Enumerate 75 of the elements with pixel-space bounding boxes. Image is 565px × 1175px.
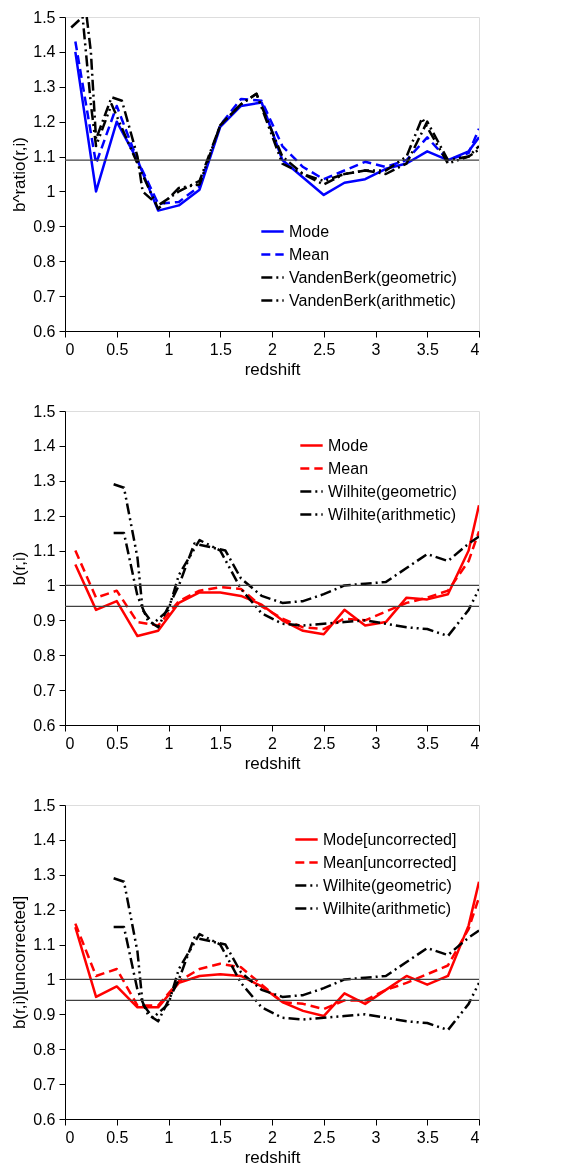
y-tick-label: 1.5 (33, 8, 56, 26)
y-tick-label: 1.3 (33, 78, 56, 96)
x-tick-label: 1.5 (209, 734, 232, 752)
x-tick-label: 3.5 (416, 340, 439, 358)
x-tick-label: 3 (371, 734, 381, 752)
y-tick-label: 1.5 (33, 402, 56, 420)
y-tick-label: 0.7 (33, 1075, 56, 1093)
x-tick-label: 1.5 (209, 340, 232, 358)
legend-label: Wilhite(geometric) (323, 876, 452, 894)
legend-label: Mean (328, 459, 369, 477)
y-tick-label: 1.1 (33, 148, 56, 166)
y-tick-label: 0.8 (33, 252, 56, 270)
y-tick-label: 0.6 (33, 1110, 56, 1128)
legend-label: Mean[uncorrected] (323, 853, 457, 871)
y-tick-label: 1.1 (33, 542, 56, 560)
y-tick-label: 1.1 (33, 936, 56, 954)
y-tick-label: 1.3 (33, 472, 56, 490)
y-tick-label: 1 (46, 970, 56, 988)
legend-label: Mode (289, 222, 330, 240)
legend-label: Mean (289, 245, 330, 263)
y-tick-label: 1.4 (33, 437, 56, 455)
y-tick-label: 1.4 (33, 831, 56, 849)
legend-label: VandenBerk(arithmetic) (289, 291, 456, 309)
y-tick-label: 1.2 (33, 507, 56, 525)
x-tick-label: 1 (164, 1128, 174, 1146)
y-axis-title: b(r,i) (10, 551, 30, 586)
x-tick-label: 2 (268, 1128, 278, 1146)
x-tick-label: 0.5 (106, 340, 129, 358)
y-tick-label: 0.7 (33, 681, 56, 699)
y-tick-label: 0.8 (33, 1040, 56, 1058)
x-tick-label: 3 (371, 1128, 381, 1146)
y-tick-label: 1.2 (33, 901, 56, 919)
y-tick-label: 1.3 (33, 866, 56, 884)
x-tick-label: 0 (65, 340, 75, 358)
y-tick-label: 0.7 (33, 287, 56, 305)
y-tick-label: 0.6 (33, 322, 56, 340)
y-tick-label: 0.9 (33, 217, 56, 235)
x-tick-label: 4 (470, 1128, 480, 1146)
x-tick-label: 3.5 (416, 1128, 439, 1146)
x-tick-label: 3 (371, 340, 381, 358)
y-tick-label: 1 (46, 576, 56, 594)
x-tick-label: 0 (65, 734, 75, 752)
x-tick-label: 1 (164, 734, 174, 752)
legend-label: Wilhite(arithmetic) (328, 505, 457, 523)
legend-label: VandenBerk(geometric) (289, 268, 457, 286)
legend-label: Wilhite(geometric) (328, 482, 457, 500)
legend-label: Mode (328, 436, 369, 454)
y-axis-title: b(r,i)[uncorrected] (10, 895, 30, 1030)
x-tick-label: 2 (268, 734, 278, 752)
y-axis-title: b^ratio(r,i) (10, 136, 30, 213)
legend-label: Wilhite(arithmetic) (323, 899, 452, 917)
y-tick-label: 1 (46, 182, 56, 200)
x-tick-label: 1 (164, 340, 174, 358)
x-tick-label: 0.5 (106, 1128, 129, 1146)
x-tick-label: 2.5 (313, 340, 336, 358)
y-tick-label: 1.5 (33, 796, 56, 814)
x-tick-label: 4 (470, 734, 480, 752)
x-tick-label: 2 (268, 340, 278, 358)
y-tick-label: 1.4 (33, 43, 56, 61)
x-axis-title: redshift (244, 1147, 301, 1167)
x-tick-label: 2.5 (313, 1128, 336, 1146)
x-tick-label: 1.5 (209, 1128, 232, 1146)
y-tick-label: 1.2 (33, 113, 56, 131)
x-axis-title: redshift (244, 753, 301, 773)
x-axis-title: redshift (244, 359, 301, 379)
y-tick-label: 0.8 (33, 646, 56, 664)
x-tick-label: 2.5 (313, 734, 336, 752)
x-tick-label: 0 (65, 1128, 75, 1146)
legend-label: Mode[uncorrected] (323, 830, 457, 848)
x-tick-label: 0.5 (106, 734, 129, 752)
x-tick-label: 4 (470, 340, 480, 358)
x-tick-label: 3.5 (416, 734, 439, 752)
y-tick-label: 0.6 (33, 716, 56, 734)
y-tick-label: 0.9 (33, 611, 56, 629)
y-tick-label: 0.9 (33, 1005, 56, 1023)
